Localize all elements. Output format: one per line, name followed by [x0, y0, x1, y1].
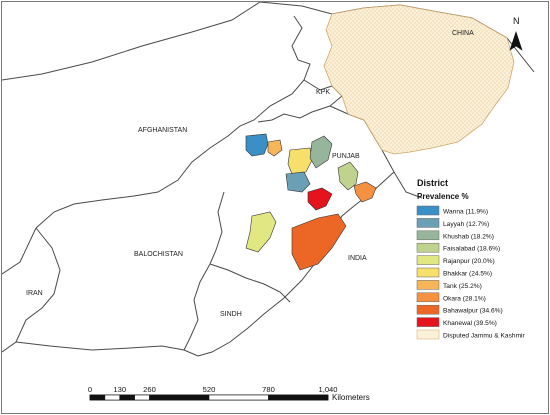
legend-swatch	[416, 292, 440, 303]
disputed-jammu-kashmir-region	[323, 4, 515, 155]
scale-bar-segments	[89, 394, 329, 401]
district-khushab	[309, 135, 333, 169]
scale-bar-segment	[134, 394, 150, 401]
scale-tick-label: 260	[143, 385, 156, 394]
scale-bar-segment	[149, 394, 210, 401]
district-wanna	[245, 133, 269, 157]
scale-bar-segment	[104, 394, 121, 401]
label-china: CHINA	[452, 30, 474, 37]
legend-swatch	[416, 205, 440, 216]
boundary-india-pakistan	[197, 171, 395, 357]
boundary-afghanistan-north	[2, 2, 261, 81]
boundary-afghanistan-pakistan	[35, 15, 311, 229]
legend-item-label: Bhakkar (24.5%)	[443, 271, 492, 278]
legend-items: Wanna (11.9%) Layyah (12.7%) Khushab (18.2…	[416, 205, 526, 340]
legend-swatch	[416, 317, 440, 327]
boundary-sindh-punjab	[209, 263, 291, 303]
legend-item-label: Khanewal (39.5%)	[443, 320, 497, 327]
legend-item-label: Wanna (11.9%)	[443, 209, 488, 216]
boundary-iran-pakistan	[2, 227, 61, 353]
district-polygons	[245, 133, 377, 271]
scale-bar-segment	[268, 394, 329, 401]
legend-item-label: Tank (25.2%)	[443, 283, 482, 290]
legend-item-label: Layyah (12.7%)	[443, 221, 489, 228]
scale-bar-segment	[89, 394, 106, 401]
label-iran: IRAN	[26, 290, 43, 297]
legend-swatch	[416, 280, 440, 290]
district-khanewal	[307, 187, 333, 211]
legend-item-label: Faisalabad (18.6%)	[443, 246, 500, 253]
district-bhakkar	[287, 147, 313, 175]
legend-swatch	[416, 230, 440, 241]
north-arrow-label: N	[513, 16, 520, 26]
boundary-iran-west	[2, 227, 37, 275]
district-faisalabad	[337, 161, 359, 191]
boundary-sindh-balochistan	[183, 263, 211, 351]
district-rajanpur	[245, 211, 277, 253]
legend: District Prevalence % Wanna (11.9%) Layya…	[416, 178, 526, 340]
district-layyah	[285, 171, 311, 193]
region-labels: CHINA KPK AFGHANISTAN PUNJAB BALOCHISTAN…	[26, 30, 474, 318]
legend-swatch	[416, 267, 440, 278]
legend-swatch	[416, 242, 440, 253]
scale-bar-unit: Kilometers	[332, 393, 370, 402]
district-okara	[353, 181, 377, 203]
label-india: INDIA	[348, 255, 367, 262]
label-kpk: KPK	[316, 89, 330, 96]
label-afghanistan: AFGHANISTAN	[138, 127, 187, 134]
scale-tick-label: 0	[88, 385, 92, 394]
label-punjab: PUNJAB	[332, 153, 360, 160]
scale-bar-ticks: 0 130 260 520 780 1,040	[88, 385, 338, 394]
label-sindh: SINDH	[220, 311, 242, 318]
legend-swatch	[416, 255, 440, 265]
legend-title: District	[417, 178, 448, 188]
scale-tick-label: 520	[203, 385, 216, 394]
label-balochistan: BALOCHISTAN	[134, 251, 183, 258]
legend-item-label: Disputed Jammu & Kashmir	[443, 333, 526, 340]
legend-item-label: Okara (28.1%)	[443, 295, 486, 302]
district-bahawalpur	[291, 213, 347, 271]
legend-swatch	[416, 304, 440, 315]
boundary-kashmir-india	[381, 149, 423, 199]
scale-tick-label: 780	[262, 385, 275, 394]
legend-swatch	[416, 329, 440, 340]
scale-bar-segment	[119, 394, 135, 401]
scale-tick-label: 1,040	[318, 385, 337, 394]
scale-bar-segment	[208, 394, 269, 401]
legend-item-label: Khushab (18.2%)	[443, 233, 494, 240]
north-arrow-icon	[509, 31, 523, 51]
boundary-pakistan-coast	[15, 341, 199, 357]
north-arrow: N	[509, 16, 523, 51]
scale-bar: 0 130 260 520 780 1,040 Kilometers	[88, 385, 370, 402]
legend-item-label: Rajanpur (20.0%)	[443, 258, 495, 265]
legend-subtitle: Prevalence %	[417, 192, 469, 201]
legend-swatch	[416, 218, 440, 228]
legend-item-label: Bahawalpur (34.6%)	[443, 308, 503, 315]
boundary-balochistan-punjab	[209, 191, 225, 265]
boundary-kpk-punjab	[257, 105, 331, 123]
district-tank	[267, 139, 283, 157]
scale-tick-label: 130	[113, 385, 126, 394]
